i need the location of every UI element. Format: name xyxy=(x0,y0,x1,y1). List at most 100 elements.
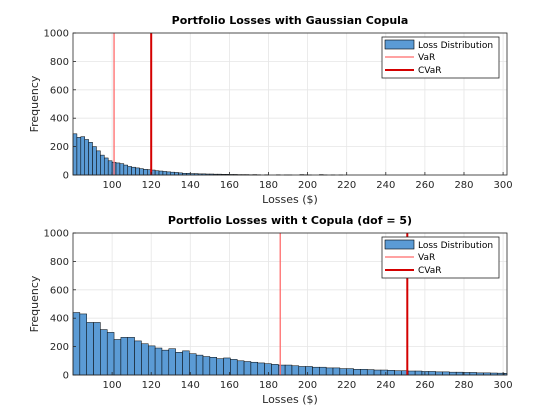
histogram-bar xyxy=(92,146,97,176)
histogram-bar xyxy=(236,360,245,376)
legend-swatch-loss xyxy=(384,39,415,50)
x-tick-label: 160 xyxy=(220,380,239,391)
histogram-bar xyxy=(380,369,388,376)
y-tick-label: 800 xyxy=(50,57,69,68)
histogram-bar xyxy=(141,343,149,376)
x-tick-label: 280 xyxy=(454,180,473,191)
histogram-bar xyxy=(373,369,382,376)
x-tick-label: 280 xyxy=(454,380,473,391)
x-tick-label: 180 xyxy=(259,380,278,391)
histogram-bar xyxy=(79,313,87,376)
axes-box xyxy=(72,32,508,176)
histogram-bar xyxy=(100,329,108,376)
legend-swatch-loss xyxy=(384,239,415,250)
histogram-bar xyxy=(72,312,81,376)
histogram-bar xyxy=(139,168,144,176)
legend-label-var: VaR xyxy=(418,253,435,263)
histogram-bar xyxy=(106,332,115,376)
histogram-bar xyxy=(143,169,148,176)
histogram-bar xyxy=(442,371,450,376)
x-tick-label: 120 xyxy=(142,180,161,191)
histogram-bar xyxy=(84,139,89,176)
histogram-bar xyxy=(264,363,272,376)
chart-title: Portfolio Losses with Gaussian Copula xyxy=(172,14,409,27)
histogram-bar xyxy=(100,154,105,176)
x-tick-label: 300 xyxy=(494,180,513,191)
histogram-bar xyxy=(250,361,258,376)
x-tick-label: 240 xyxy=(376,380,395,391)
histogram-bar xyxy=(127,166,132,176)
histogram-bars xyxy=(72,133,344,176)
histogram-bar xyxy=(170,171,175,176)
histogram-bar xyxy=(305,366,313,376)
histogram-bar xyxy=(127,337,135,376)
x-tick-label: 260 xyxy=(415,380,434,391)
histogram-bar xyxy=(421,371,430,376)
histogram-bar xyxy=(428,371,436,376)
histogram-bar xyxy=(161,349,170,376)
histogram-bar xyxy=(271,364,279,376)
histogram-bar xyxy=(202,356,211,376)
histogram-bar xyxy=(414,370,423,376)
chart-panel-gaussian: 100 120 140 160 180 200 220 240 260 280 300 0 200 40… xyxy=(28,14,513,206)
legend: Loss Distribution VaR CVaR xyxy=(381,36,500,79)
histogram-bars xyxy=(72,312,508,376)
y-tick-label: 400 xyxy=(50,114,69,125)
histogram-bar xyxy=(435,371,443,376)
histogram-bar xyxy=(88,142,93,176)
histogram-bar xyxy=(366,369,375,376)
histogram-bar xyxy=(175,352,183,376)
histogram-bar xyxy=(72,133,78,176)
chart-title: Portfolio Losses with t Copula (dof = 5) xyxy=(168,214,412,227)
legend-label-var: VaR xyxy=(418,53,435,63)
y-tick-label: 200 xyxy=(50,342,69,353)
histogram-bar xyxy=(353,369,361,376)
histogram-bar xyxy=(278,364,286,376)
y-tick-label: 600 xyxy=(50,285,69,296)
histogram-bar xyxy=(93,322,101,376)
x-tick-label: 120 xyxy=(142,380,161,391)
legend: Loss Distribution VaR CVaR xyxy=(381,236,500,279)
histogram-bar xyxy=(408,370,416,376)
chart-panel-t-copula: 100 120 140 160 180 200 220 240 260 280 300 0 200 40… xyxy=(28,214,513,406)
histogram-bar xyxy=(298,366,306,376)
histogram-bar xyxy=(148,345,156,376)
histogram-bar xyxy=(115,162,121,176)
histogram-bar xyxy=(134,340,142,376)
histogram-bar xyxy=(449,371,457,376)
histogram-bar xyxy=(168,348,176,376)
x-tick-label: 100 xyxy=(103,380,122,391)
x-tick-label: 220 xyxy=(337,380,356,391)
histogram-bar xyxy=(230,359,238,376)
y-tick-label: 400 xyxy=(50,314,69,325)
x-tick-label: 160 xyxy=(220,180,239,191)
histogram-bar xyxy=(119,163,125,176)
histogram-bar xyxy=(80,136,85,176)
histogram-bar xyxy=(86,322,94,376)
y-tick-label: 600 xyxy=(50,85,69,96)
histogram-bar xyxy=(319,366,327,376)
histogram-bar xyxy=(284,364,293,376)
y-tick-label: 1000 xyxy=(44,29,69,40)
histogram-bar xyxy=(455,371,464,376)
histogram-bar xyxy=(346,368,354,376)
histogram-bar xyxy=(158,170,164,176)
y-tick-label: 800 xyxy=(50,257,69,268)
x-tick-label: 100 xyxy=(103,180,122,191)
histogram-bar xyxy=(104,157,109,176)
histogram-bar xyxy=(182,350,190,376)
axes-box xyxy=(72,232,508,376)
y-tick-label: 0 xyxy=(63,171,69,182)
x-tick-label: 200 xyxy=(298,180,317,191)
histogram-bar xyxy=(387,370,395,376)
legend-label-cvar: CVaR xyxy=(418,266,442,276)
x-tick-label: 140 xyxy=(181,380,200,391)
histogram-bar xyxy=(113,339,122,376)
y-axis-label: Frequency xyxy=(28,75,41,132)
histogram-bar xyxy=(131,166,136,176)
x-tick-label: 140 xyxy=(181,180,200,191)
histogram-bar xyxy=(291,365,300,376)
histogram-bar xyxy=(120,337,128,376)
histogram-bar xyxy=(154,170,160,176)
